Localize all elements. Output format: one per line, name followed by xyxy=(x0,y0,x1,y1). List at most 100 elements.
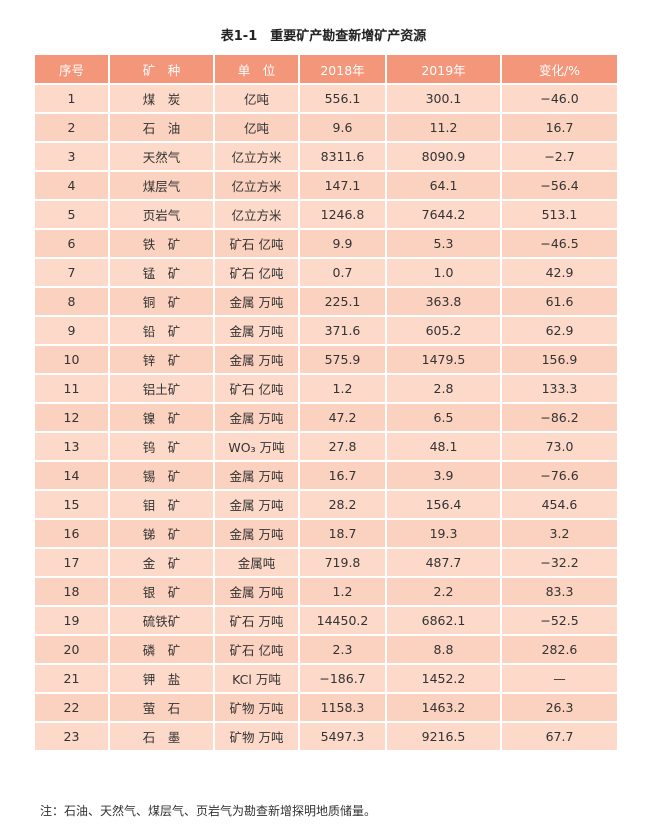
cell-unit: 金属 万吨 xyxy=(213,460,300,491)
cell-y2019: 2.8 xyxy=(385,373,502,404)
cell-mineral: 钨 矿 xyxy=(108,431,215,462)
cell-unit: 矿石 亿吨 xyxy=(213,228,300,259)
cell-seq: 17 xyxy=(33,547,110,578)
cell-seq: 9 xyxy=(33,315,110,346)
cell-seq: 5 xyxy=(33,199,110,230)
cell-mineral: 钼 矿 xyxy=(108,489,215,520)
cell-y2019: 156.4 xyxy=(385,489,502,520)
cell-seq: 14 xyxy=(33,460,110,491)
cell-unit: 金属 万吨 xyxy=(213,489,300,520)
cell-seq: 2 xyxy=(33,112,110,143)
cell-mineral: 铅 矿 xyxy=(108,315,215,346)
cell-mineral: 石 油 xyxy=(108,112,215,143)
cell-y2019: 300.1 xyxy=(385,83,502,114)
cell-unit: 亿立方米 xyxy=(213,141,300,172)
cell-mineral: 铝土矿 xyxy=(108,373,215,404)
cell-y2019: 64.1 xyxy=(385,170,502,201)
cell-seq: 7 xyxy=(33,257,110,288)
cell-unit: 亿吨 xyxy=(213,83,300,114)
cell-y2018: 16.7 xyxy=(298,460,387,491)
cell-y2018: 28.2 xyxy=(298,489,387,520)
cell-y2018: 27.8 xyxy=(298,431,387,462)
cell-unit: 金属 万吨 xyxy=(213,576,300,607)
cell-y2018: 719.8 xyxy=(298,547,387,578)
cell-y2018: 225.1 xyxy=(298,286,387,317)
cell-unit: 金属 万吨 xyxy=(213,286,300,317)
header-y2019: 2019年 xyxy=(385,53,502,85)
cell-seq: 12 xyxy=(33,402,110,433)
cell-change: −86.2 xyxy=(500,402,619,433)
cell-y2018: 14450.2 xyxy=(298,605,387,636)
cell-y2018: 575.9 xyxy=(298,344,387,375)
cell-seq: 21 xyxy=(33,663,110,694)
cell-y2018: 147.1 xyxy=(298,170,387,201)
cell-change: 513.1 xyxy=(500,199,619,230)
cell-unit: 亿吨 xyxy=(213,112,300,143)
cell-change: — xyxy=(500,663,619,694)
cell-y2019: 6862.1 xyxy=(385,605,502,636)
cell-change: −76.6 xyxy=(500,460,619,491)
cell-seq: 20 xyxy=(33,634,110,665)
cell-y2018: 1246.8 xyxy=(298,199,387,230)
table-row: 17 金 矿金属吨 719.8 487.7 −32.2 xyxy=(33,547,619,578)
cell-unit: 金属 万吨 xyxy=(213,518,300,549)
cell-seq: 10 xyxy=(33,344,110,375)
cell-y2019: 1463.2 xyxy=(385,692,502,723)
table-row: 3 天然气 亿立方米 8311.6 8090.9 −2.7 xyxy=(33,141,619,172)
cell-seq: 22 xyxy=(33,692,110,723)
header-y2018: 2018年 xyxy=(298,53,387,85)
cell-y2018: 47.2 xyxy=(298,402,387,433)
cell-change: 83.3 xyxy=(500,576,619,607)
header-change: 变化/% xyxy=(500,53,619,85)
cell-mineral: 磷 矿 xyxy=(108,634,215,665)
cell-mineral: 硫铁矿 xyxy=(108,605,215,636)
cell-change: −46.5 xyxy=(500,228,619,259)
table-title: 表1-1 重要矿产勘查新增矿产资源 xyxy=(220,29,427,44)
cell-y2019: 48.1 xyxy=(385,431,502,462)
cell-y2019: 8.8 xyxy=(385,634,502,665)
header-seq: 序号 xyxy=(33,53,110,85)
cell-unit: 金属 万吨 xyxy=(213,344,300,375)
cell-y2019: 6.5 xyxy=(385,402,502,433)
cell-y2019: 5.3 xyxy=(385,228,502,259)
cell-change: 67.7 xyxy=(500,721,619,752)
cell-y2019: 11.2 xyxy=(385,112,502,143)
cell-seq: 15 xyxy=(33,489,110,520)
table-row: 5 页岩气 亿立方米 1246.8 7644.2 513.1 xyxy=(33,199,619,230)
cell-y2018: 556.1 xyxy=(298,83,387,114)
cell-seq: 6 xyxy=(33,228,110,259)
table-row: 13 钨 矿 WO₃ 万吨 27.8 48.1 73.0 xyxy=(33,431,619,462)
cell-mineral: 铁 矿 xyxy=(108,228,215,259)
table-row: 22 萤 石矿物 万吨 1158.3 1463.2 26.3 xyxy=(33,692,619,723)
cell-change: 73.0 xyxy=(500,431,619,462)
cell-seq: 8 xyxy=(33,286,110,317)
cell-mineral: 银 矿 xyxy=(108,576,215,607)
cell-change: 62.9 xyxy=(500,315,619,346)
cell-y2018: 1158.3 xyxy=(298,692,387,723)
cell-unit: KCl 万吨 xyxy=(213,663,300,694)
table-row: 12 镍 矿金属 万吨 47.2 6.5 −86.2 xyxy=(33,402,619,433)
cell-mineral: 镍 矿 xyxy=(108,402,215,433)
cell-unit: 金属 万吨 xyxy=(213,315,300,346)
cell-change: 454.6 xyxy=(500,489,619,520)
cell-y2019: 1479.5 xyxy=(385,344,502,375)
cell-mineral: 煤层气 xyxy=(108,170,215,201)
cell-mineral: 铜 矿 xyxy=(108,286,215,317)
cell-seq: 13 xyxy=(33,431,110,462)
cell-change: −32.2 xyxy=(500,547,619,578)
cell-y2018: 0.7 xyxy=(298,257,387,288)
cell-mineral: 萤 石 xyxy=(108,692,215,723)
cell-unit: 矿石 万吨 xyxy=(213,605,300,636)
cell-y2019: 605.2 xyxy=(385,315,502,346)
cell-y2019: 2.2 xyxy=(385,576,502,607)
table-row: 19 硫铁矿 矿石 万吨 14450.2 6862.1 −52.5 xyxy=(33,605,619,636)
cell-y2018: 2.3 xyxy=(298,634,387,665)
cell-unit: 矿石 亿吨 xyxy=(213,257,300,288)
cell-y2019: 1.0 xyxy=(385,257,502,288)
